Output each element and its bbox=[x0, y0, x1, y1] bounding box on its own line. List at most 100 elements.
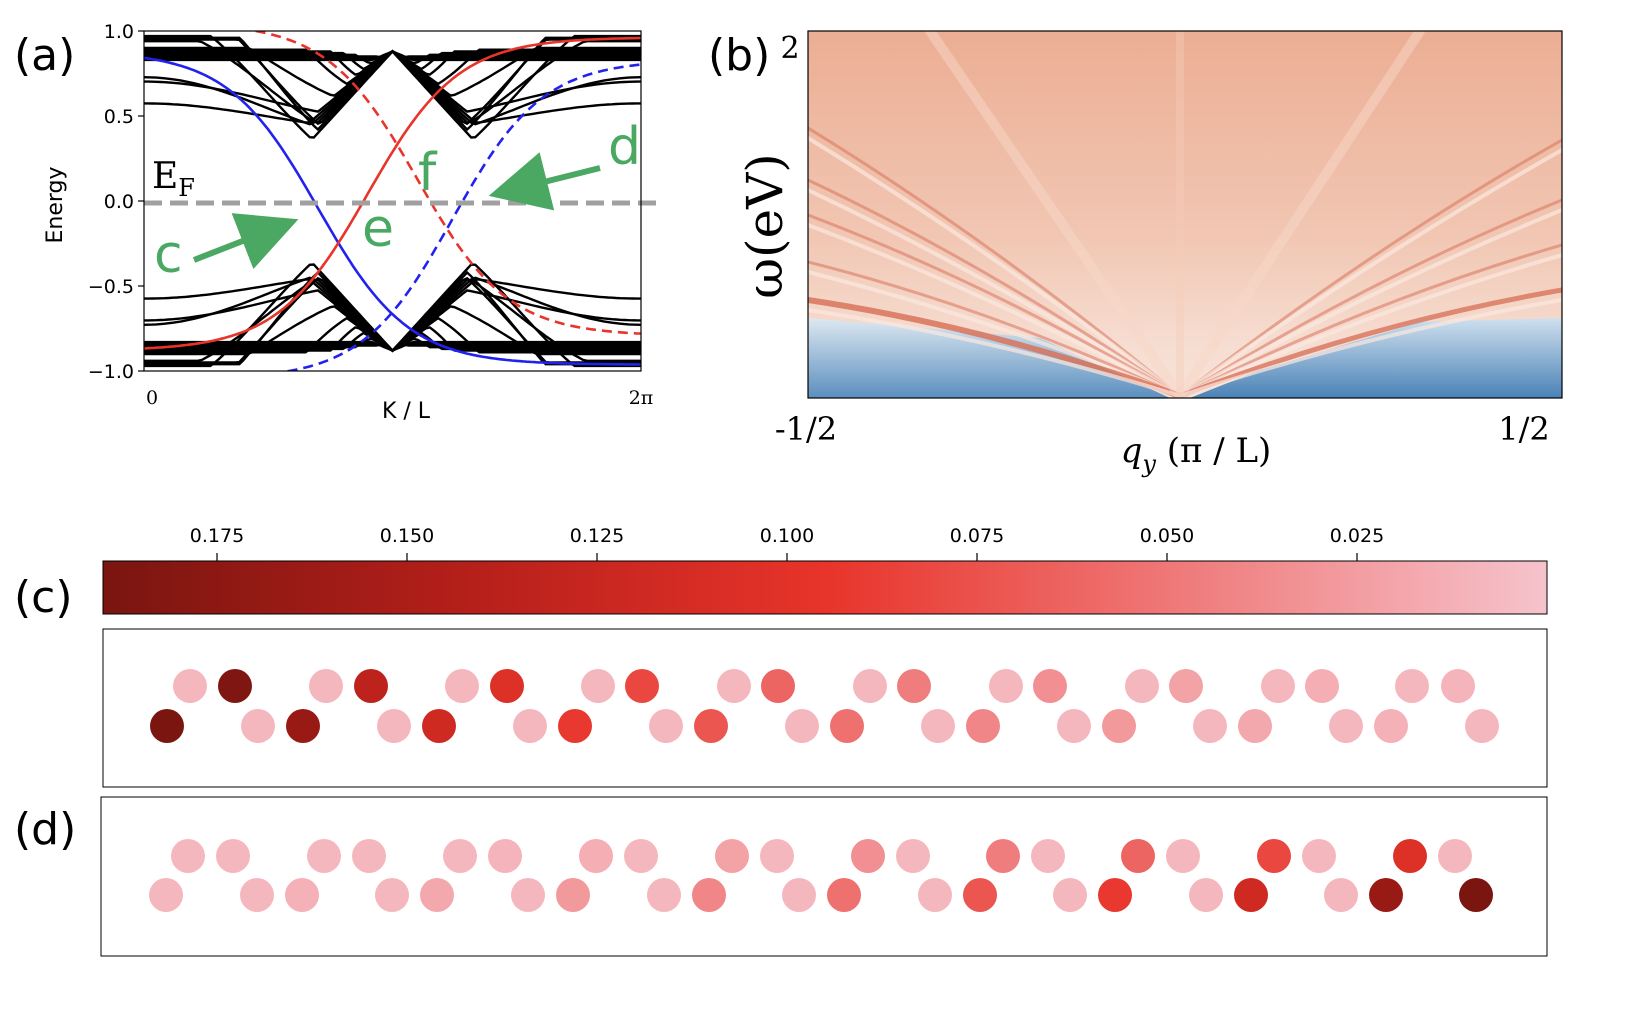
colorbar-ticks: 0.175 0.150 0.125 0.100 0.075 0.050 0.025 bbox=[190, 525, 1384, 561]
site-dot bbox=[1033, 669, 1067, 703]
edge-band-red-solid bbox=[144, 36, 641, 350]
site-dot bbox=[1166, 839, 1200, 873]
site-dot bbox=[692, 878, 726, 912]
site-dot bbox=[375, 878, 409, 912]
site-dot bbox=[649, 709, 683, 743]
site-dot bbox=[1438, 839, 1472, 873]
site-dot bbox=[1234, 878, 1268, 912]
site-dot bbox=[1193, 709, 1227, 743]
site-dot bbox=[1441, 669, 1475, 703]
site-dot bbox=[1098, 878, 1132, 912]
heatmap-ridge bbox=[808, 223, 1182, 398]
site-dot bbox=[1238, 709, 1272, 743]
site-dot bbox=[1257, 839, 1291, 873]
site-dot bbox=[1102, 709, 1136, 743]
colorbar: 0.175 0.150 0.125 0.100 0.075 0.050 0.025 bbox=[102, 525, 1548, 615]
panel-a-label: (a) bbox=[14, 30, 75, 81]
site-dot bbox=[150, 709, 184, 743]
site-dot bbox=[488, 839, 522, 873]
site-dot bbox=[1305, 669, 1339, 703]
qy-tick-left: -1/2 bbox=[775, 410, 837, 448]
omega-axis-label: ω(eV) bbox=[736, 153, 794, 298]
band-structure-plot: 1.0 0.5 0.0 −0.5 −1.0 Energy 0 2π K / L EF c… bbox=[43, 21, 664, 424]
energy-tick-label: 0.0 bbox=[104, 191, 134, 213]
k-tick-0: 0 bbox=[146, 387, 158, 409]
site-dot bbox=[443, 839, 477, 873]
site-dot bbox=[149, 878, 183, 912]
site-dot bbox=[1465, 709, 1499, 743]
site-dot bbox=[989, 669, 1023, 703]
heatmap-ridge bbox=[1178, 198, 1562, 398]
site-dot bbox=[963, 878, 997, 912]
panel-c-frame bbox=[102, 628, 1548, 788]
bulk-band-line bbox=[144, 340, 641, 352]
panel-b-label: (b) bbox=[708, 30, 770, 81]
site-dot bbox=[445, 669, 479, 703]
colorbar-tick-label: 0.150 bbox=[380, 525, 434, 547]
site-dot bbox=[918, 878, 952, 912]
bulk-band-line bbox=[144, 50, 641, 62]
heatmap-ridge bbox=[808, 260, 1182, 398]
site-dot bbox=[1393, 839, 1427, 873]
site-dot bbox=[785, 709, 819, 743]
annotation-d: d bbox=[608, 117, 641, 177]
heatmap-ridge bbox=[808, 297, 1183, 398]
site-dot bbox=[420, 878, 454, 912]
qy-axis-label: qy (π / L) bbox=[1121, 431, 1272, 478]
heatmap-ridge bbox=[1178, 298, 1562, 398]
site-dot bbox=[171, 839, 205, 873]
site-dot bbox=[1121, 839, 1155, 873]
site-dot bbox=[1329, 709, 1363, 743]
site-dot bbox=[285, 878, 319, 912]
heatmap-ridge bbox=[808, 188, 1182, 398]
heatmap-ridge bbox=[925, 31, 1185, 398]
site-dot bbox=[286, 709, 320, 743]
site-dot bbox=[240, 878, 274, 912]
site-dot bbox=[579, 839, 613, 873]
bulk-bands bbox=[144, 34, 641, 368]
panel-d-label: (d) bbox=[14, 804, 76, 855]
site-dot bbox=[966, 709, 1000, 743]
site-dot bbox=[352, 839, 386, 873]
edge-band-blue-solid bbox=[144, 56, 641, 366]
site-dot bbox=[761, 669, 795, 703]
site-dot bbox=[1324, 878, 1358, 912]
site-dot bbox=[715, 839, 749, 873]
annotation-c: c bbox=[154, 225, 183, 285]
site-dot bbox=[897, 669, 931, 703]
site-dot bbox=[556, 878, 590, 912]
heatmap-ridge bbox=[808, 136, 1182, 398]
panel-b-frame bbox=[807, 30, 1563, 399]
edge-state-d-lattice bbox=[149, 839, 1493, 912]
site-dot bbox=[1125, 669, 1159, 703]
site-dot bbox=[309, 669, 343, 703]
energy-ticks: 1.0 0.5 0.0 −0.5 −1.0 bbox=[88, 21, 144, 383]
energy-tick-label: 1.0 bbox=[104, 21, 134, 43]
edge-band-red-dashed bbox=[247, 31, 641, 335]
colorbar-tick-label: 0.050 bbox=[1140, 525, 1194, 547]
site-dot bbox=[1374, 709, 1408, 743]
site-dot bbox=[1302, 839, 1336, 873]
heatmap-ridge bbox=[1178, 253, 1562, 398]
heatmap-ridge bbox=[808, 308, 1182, 398]
heatmap-ridge bbox=[808, 178, 1182, 398]
energy-tick-label: 0.5 bbox=[104, 106, 134, 128]
arrow-d bbox=[488, 152, 601, 211]
spectral-heatmap: 2 ω(eV) -1/2 1/2 qy (π / L) bbox=[736, 30, 1563, 478]
site-dot bbox=[1057, 709, 1091, 743]
colorbar-tick-label: 0.125 bbox=[570, 525, 624, 547]
colorbar-tick-label: 0.025 bbox=[1330, 525, 1384, 547]
bulk-band-line bbox=[144, 49, 641, 126]
qy-tick-right: 1/2 bbox=[1498, 410, 1550, 448]
site-dot bbox=[581, 669, 615, 703]
panel-c-label: (c) bbox=[14, 572, 73, 623]
site-dot bbox=[490, 669, 524, 703]
site-dot bbox=[624, 839, 658, 873]
site-dot bbox=[986, 839, 1020, 873]
site-dot bbox=[558, 709, 592, 743]
site-dot bbox=[830, 709, 864, 743]
site-dot bbox=[173, 669, 207, 703]
site-dot bbox=[218, 669, 252, 703]
site-dot bbox=[354, 669, 388, 703]
